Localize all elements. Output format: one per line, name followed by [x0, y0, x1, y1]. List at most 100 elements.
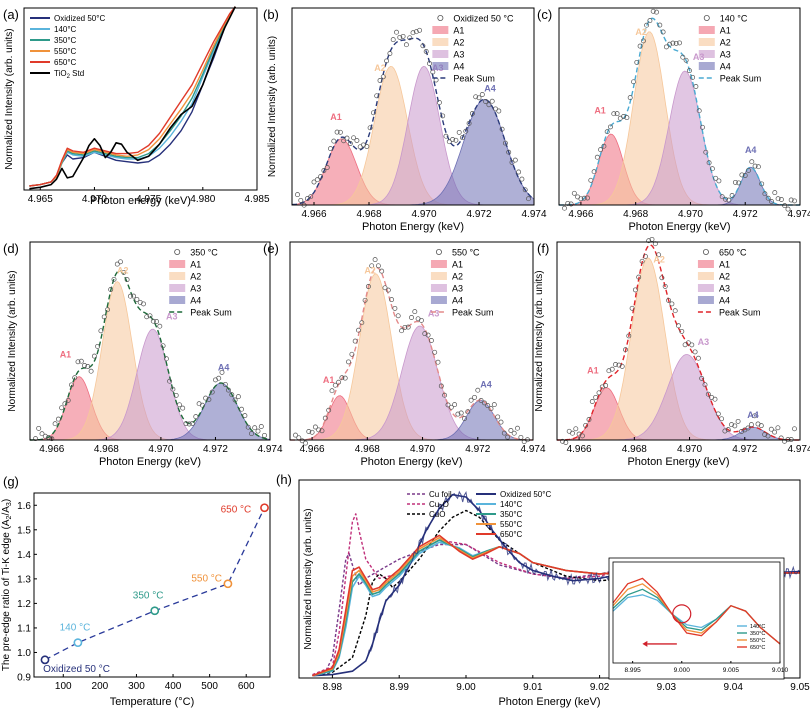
- data-point: [134, 296, 140, 302]
- data-point: [322, 415, 328, 421]
- data-point: [114, 261, 120, 267]
- x-tick-label: 4.966: [39, 444, 64, 455]
- data-point: [180, 405, 186, 411]
- legend-swatch: [430, 284, 447, 292]
- data-point: [632, 287, 638, 293]
- data-point: [329, 388, 335, 394]
- point-label: Oxidized 50 °C: [43, 664, 110, 675]
- y-axis-label: Normalized Intensity (arb. units): [7, 270, 18, 411]
- data-point: [732, 179, 738, 185]
- legend-swatch: [697, 296, 714, 304]
- data-point: [62, 401, 68, 407]
- data-point: [660, 29, 666, 35]
- legend-entry: 650°C: [500, 530, 523, 539]
- legend-swatch: [697, 272, 714, 280]
- data-point: [380, 74, 386, 80]
- inset-arrow-head: [642, 640, 648, 647]
- data-point: [445, 402, 451, 408]
- data-point: [382, 285, 388, 291]
- data-point: [769, 199, 774, 204]
- plot-frame: [558, 7, 801, 206]
- x-tick-label: 4.972: [203, 444, 228, 455]
- data-point: [303, 440, 308, 446]
- data-point: [636, 274, 642, 280]
- x-tick-label: 4.966: [568, 209, 593, 220]
- inset-x-tick-label: 9.005: [723, 667, 740, 674]
- data-point: [299, 438, 305, 444]
- data-point: [676, 323, 681, 329]
- legend-entry: A1: [452, 260, 463, 270]
- legend-swatch: [169, 272, 186, 280]
- data-point: [332, 382, 338, 388]
- data-point: [715, 411, 721, 417]
- data-point: [462, 416, 467, 421]
- panel-f: 4.966 4.968 4.970 4.972 4.974 Photon Energy (…: [534, 236, 810, 468]
- data-point: [331, 138, 337, 144]
- data-point: [390, 37, 396, 43]
- inset-x-tick-label: 8.995: [625, 667, 642, 674]
- peak-label: A2: [364, 266, 376, 276]
- data-point: [336, 379, 342, 385]
- legend-label: TiO: [54, 69, 67, 78]
- x-tick-label: 4.965: [28, 194, 53, 205]
- x-tick-label: 4.980: [190, 194, 215, 205]
- data-point: [440, 113, 446, 119]
- data-point: [614, 111, 620, 117]
- data-point: [295, 192, 300, 198]
- data-point: [593, 394, 599, 400]
- legend-entry: Peak Sum: [453, 74, 495, 84]
- data-point: [400, 33, 406, 39]
- data-point: [696, 108, 702, 114]
- data-point: [588, 177, 594, 183]
- data-point: [775, 425, 781, 431]
- data-point: [680, 54, 686, 60]
- x-tick-label: 9.05: [790, 682, 810, 693]
- data-point: [768, 426, 774, 432]
- y-axis-label-part: ): [1, 499, 12, 502]
- inset-highlight-circle: [672, 604, 692, 624]
- data-point: [505, 434, 511, 440]
- data-point: [232, 397, 238, 403]
- data-point: [121, 269, 127, 275]
- data-point: [486, 102, 492, 108]
- legend-entry: A3: [190, 284, 201, 294]
- data-point: [413, 29, 419, 35]
- legend-swatch: [698, 26, 715, 34]
- data-point: [683, 57, 689, 63]
- data-point: [594, 154, 600, 160]
- legend-swatch: [432, 38, 449, 46]
- data-point: [346, 359, 351, 365]
- data-point: [425, 332, 431, 338]
- inset-frame: [612, 561, 781, 664]
- data-point: [689, 342, 695, 348]
- data-point: [452, 402, 458, 408]
- x-tick-label: 4.974: [787, 209, 810, 220]
- data-point: [389, 297, 395, 303]
- data-point: [496, 108, 502, 114]
- y-axis-label-part: The pre-edge ratio of Ti-K edge (A: [1, 519, 12, 671]
- data-point: [478, 398, 484, 403]
- legend-entry: A2: [453, 38, 464, 48]
- data-point: [163, 356, 169, 362]
- legend-entry: A2: [719, 272, 730, 282]
- x-tick-label: 4.970: [410, 444, 435, 455]
- legend-entry: 140 °C: [720, 14, 748, 24]
- legend-label: Oxidized 50°C: [54, 14, 105, 23]
- data-point: [627, 95, 633, 101]
- x-tick-label: 8.99: [389, 682, 409, 693]
- data-point: [716, 178, 722, 184]
- data-point: [124, 277, 130, 283]
- peak-label: A4: [745, 145, 757, 155]
- data-point: [699, 375, 705, 381]
- legend-entry: A4: [190, 296, 201, 306]
- data-point: [252, 425, 258, 431]
- data-point: [293, 432, 298, 438]
- data-point: [621, 114, 627, 119]
- data-point: [473, 94, 479, 100]
- data-point: [468, 397, 474, 403]
- legend-swatch: [698, 62, 715, 70]
- x-tick-label: 9.00: [456, 682, 476, 693]
- data-point: [670, 40, 676, 46]
- legend-entry: Peak Sum: [190, 308, 232, 318]
